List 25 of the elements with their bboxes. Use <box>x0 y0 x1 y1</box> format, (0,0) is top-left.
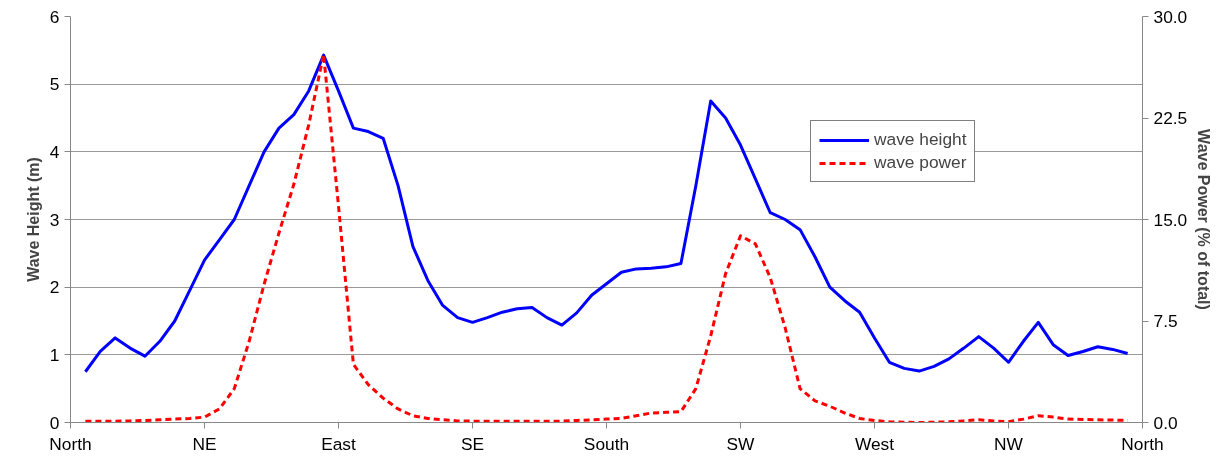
x-tick-label: SE <box>460 433 485 454</box>
y-axis-title: Wave Height (m) <box>24 157 42 282</box>
x-tick-label: North <box>49 433 92 454</box>
x-tick-label: NE <box>192 433 217 454</box>
y-tick-label: 2 <box>49 277 60 298</box>
y-tick-label: 3 <box>49 209 60 230</box>
y-tick-label: 1 <box>49 344 60 365</box>
y-tick-label: 4 <box>49 141 60 162</box>
legend-label: wave height <box>874 129 967 150</box>
y2-axis-title: Wave Power (% of total) <box>1195 129 1213 310</box>
y-tick-label: 5 <box>49 74 60 95</box>
x-tick-label: South <box>583 433 630 454</box>
y2-tick-label: 7.5 <box>1153 311 1178 331</box>
x-tick-label: SW <box>726 433 756 454</box>
x-tick-label: North <box>1121 433 1164 454</box>
legend-label: wave power <box>874 152 967 173</box>
x-tick-label: East <box>321 433 357 454</box>
y-tick-label: 6 <box>49 6 60 27</box>
x-tick-label: West <box>854 433 895 454</box>
y2-tick-label: 30.0 <box>1153 6 1188 27</box>
y2-tick-label: 0.0 <box>1153 412 1178 433</box>
y2-tick-label: 15.0 <box>1153 209 1188 230</box>
y2-tick-label: 22.5 <box>1153 108 1188 128</box>
x-tick-label: NW <box>994 433 1024 454</box>
y-tick-label: 0 <box>49 412 60 433</box>
